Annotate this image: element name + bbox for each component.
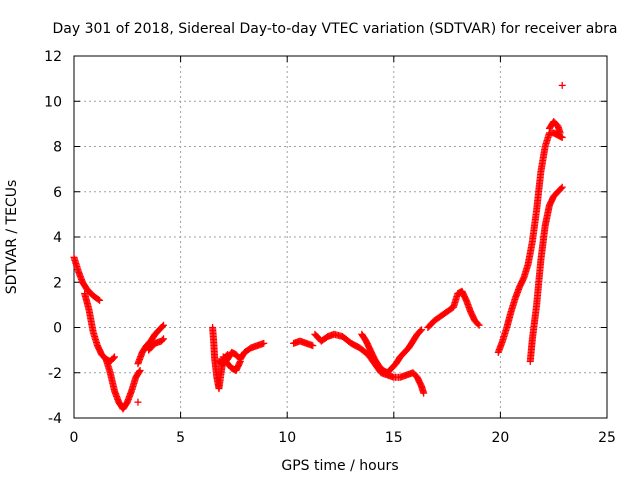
- y-tick-label: 4: [53, 230, 62, 246]
- data-point: [111, 353, 119, 361]
- y-tick-label: 0: [53, 321, 62, 337]
- data-point: [134, 398, 142, 406]
- data-point: [556, 129, 564, 137]
- y-tick-label: 6: [53, 185, 62, 201]
- y-tick-label: -2: [48, 366, 62, 382]
- data-point: [94, 295, 102, 303]
- y-axis-label: SDTVAR / TECUs: [4, 180, 20, 295]
- data-point: [158, 336, 166, 344]
- chart-title: Day 301 of 2018, Sidereal Day-to-day VTE…: [52, 21, 617, 37]
- data-point: [416, 327, 424, 335]
- data-point: [558, 133, 566, 141]
- data-point: [96, 296, 104, 304]
- y-tick-label: 10: [44, 94, 62, 110]
- data-point: [260, 339, 268, 347]
- data-point: [475, 321, 483, 329]
- data-point: [136, 366, 144, 374]
- data-point: [420, 389, 428, 397]
- axis-ticks: [73, 55, 608, 419]
- data-point: [109, 354, 117, 362]
- data-marks: [70, 81, 566, 413]
- data-point: [160, 321, 168, 329]
- data-point: [309, 342, 317, 350]
- data-point: [135, 368, 143, 376]
- data-point: [557, 184, 565, 192]
- data-point: [558, 81, 566, 89]
- data-point: [558, 183, 566, 191]
- x-axis-label: GPS time / hours: [281, 458, 398, 474]
- y-tick-label: 12: [44, 49, 62, 65]
- y-tick-label: 8: [53, 140, 62, 156]
- data-point: [418, 326, 426, 334]
- data-point: [160, 335, 168, 343]
- data-point: [236, 357, 244, 365]
- y-tick-label: 2: [53, 275, 62, 291]
- x-tick-label: 25: [598, 430, 616, 446]
- x-tick-label: 20: [491, 430, 509, 446]
- data-point: [158, 322, 166, 330]
- tick-labels: 0 5 10 15 20 25 -4 -2 0 2 4 6 8 10 12: [44, 49, 616, 446]
- x-tick-label: 5: [176, 430, 185, 446]
- grid-lines: [74, 56, 607, 418]
- y-tick-label: -4: [48, 411, 62, 427]
- x-tick-label: 10: [278, 430, 296, 446]
- x-tick-label: 0: [70, 430, 79, 446]
- x-tick-label: 15: [385, 430, 403, 446]
- data-point: [474, 320, 482, 328]
